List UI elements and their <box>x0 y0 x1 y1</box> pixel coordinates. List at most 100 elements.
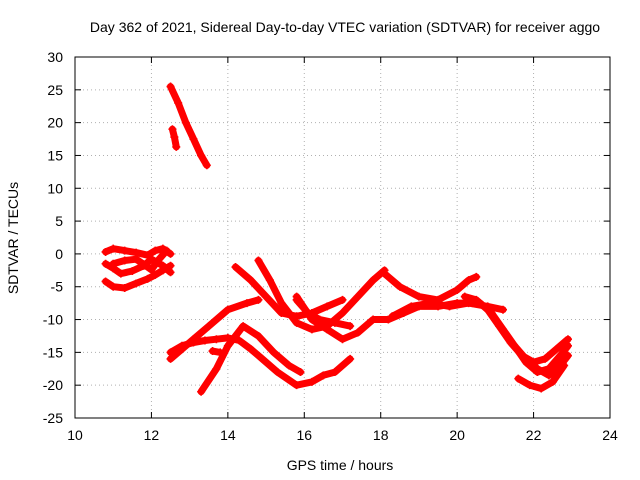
data-point <box>147 265 156 274</box>
data-point <box>353 328 362 337</box>
data-point <box>197 151 206 160</box>
data-point <box>239 322 248 331</box>
y-tick-label: 10 <box>47 180 63 196</box>
series-arc-f4 <box>514 361 569 393</box>
data-point <box>560 361 569 370</box>
data-point <box>132 255 141 264</box>
series-arc-e1 <box>380 269 481 304</box>
data-point <box>395 282 404 291</box>
data-point <box>143 251 152 260</box>
data-point <box>101 247 110 256</box>
data-point <box>453 286 462 295</box>
data-point <box>533 364 542 373</box>
data-point <box>307 325 316 334</box>
data-point <box>499 305 507 314</box>
data-point <box>296 368 305 377</box>
data-point <box>460 292 469 301</box>
data-point <box>151 270 160 279</box>
data-point <box>388 312 397 321</box>
series-cluster-a1 <box>101 261 175 293</box>
data-point <box>277 299 286 308</box>
data-point <box>197 387 206 396</box>
data-point <box>208 347 217 356</box>
y-tick-label: 15 <box>47 147 63 163</box>
data-point <box>246 345 255 354</box>
y-tick-label: 30 <box>47 49 63 65</box>
data-point <box>563 341 572 350</box>
data-point <box>338 295 347 304</box>
data-point <box>338 335 347 344</box>
data-point <box>407 302 416 311</box>
data-point <box>307 315 316 324</box>
data-point <box>346 354 355 363</box>
series-line <box>102 255 174 278</box>
data-point <box>548 377 557 386</box>
data-point <box>189 135 198 144</box>
data-point <box>155 255 164 264</box>
data-point <box>204 322 213 331</box>
data-point <box>292 292 301 301</box>
data-point <box>464 276 473 285</box>
data-point <box>223 341 232 350</box>
y-tick-label: 25 <box>47 82 63 98</box>
x-tick-label: 18 <box>373 427 389 443</box>
x-tick-label: 22 <box>526 427 542 443</box>
data-point <box>541 354 550 363</box>
data-point <box>369 315 378 324</box>
data-point <box>525 381 534 390</box>
data-point <box>231 263 240 272</box>
data-point <box>269 348 278 357</box>
data-point <box>254 256 263 265</box>
data-point <box>170 133 179 142</box>
x-tick-label: 14 <box>220 427 236 443</box>
series-cluster-a4 <box>109 246 171 274</box>
data-point <box>487 308 496 317</box>
data-point <box>262 292 271 301</box>
data-point <box>166 82 175 91</box>
data-point <box>521 354 530 363</box>
plot-frame <box>74 56 611 419</box>
data-point <box>323 325 332 334</box>
data-point <box>353 292 362 301</box>
data-point <box>307 377 316 386</box>
x-tick-label: 12 <box>144 427 160 443</box>
data-point <box>101 277 110 286</box>
data-point <box>476 299 485 308</box>
y-tick-label: -10 <box>43 312 63 328</box>
data-point <box>319 371 328 380</box>
data-point <box>172 142 181 151</box>
y-tick-label: 0 <box>55 246 63 262</box>
data-point <box>216 348 225 357</box>
axis-ticks: 10 12 14 16 18 20 22 24 -25 -20 -15 -10 -5 0 5 10 15 20 25… <box>43 49 618 443</box>
data-point <box>120 256 129 265</box>
series-line <box>167 83 211 169</box>
y-tick-label: 20 <box>47 115 63 131</box>
data-point <box>514 374 523 383</box>
x-tick-label: 10 <box>67 427 83 443</box>
data-point <box>242 299 251 308</box>
data-point <box>189 338 198 347</box>
data-point <box>162 246 171 255</box>
data-point <box>168 125 177 134</box>
series-short-arc <box>168 125 181 151</box>
data-point <box>120 246 129 255</box>
data-point <box>563 351 572 360</box>
data-point <box>254 331 263 340</box>
data-point <box>258 354 267 363</box>
data-point <box>212 335 221 344</box>
data-point <box>556 351 565 360</box>
data-point <box>499 325 507 334</box>
x-tick-label: 16 <box>296 427 312 443</box>
data-point <box>445 302 454 311</box>
grid <box>75 57 610 418</box>
data-point <box>426 299 435 308</box>
data-point <box>414 292 423 301</box>
x-axis-title: GPS time / hours <box>287 457 394 473</box>
data-point <box>158 261 167 270</box>
data-point <box>139 260 148 269</box>
data-point <box>181 118 190 127</box>
data-point <box>510 341 519 350</box>
data-point <box>552 345 561 354</box>
data-point <box>166 268 175 277</box>
